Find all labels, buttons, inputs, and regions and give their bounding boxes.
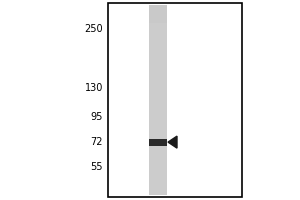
Text: 130: 130 bbox=[85, 83, 103, 93]
Text: 250: 250 bbox=[84, 24, 103, 34]
Bar bbox=[149, 5, 167, 195]
Bar bbox=[108, 3, 242, 197]
Bar bbox=[149, 139, 167, 146]
Text: 72: 72 bbox=[91, 137, 103, 147]
Text: 55: 55 bbox=[91, 162, 103, 172]
Bar bbox=[149, 5, 167, 23]
Polygon shape bbox=[168, 136, 177, 148]
Text: 95: 95 bbox=[91, 112, 103, 122]
